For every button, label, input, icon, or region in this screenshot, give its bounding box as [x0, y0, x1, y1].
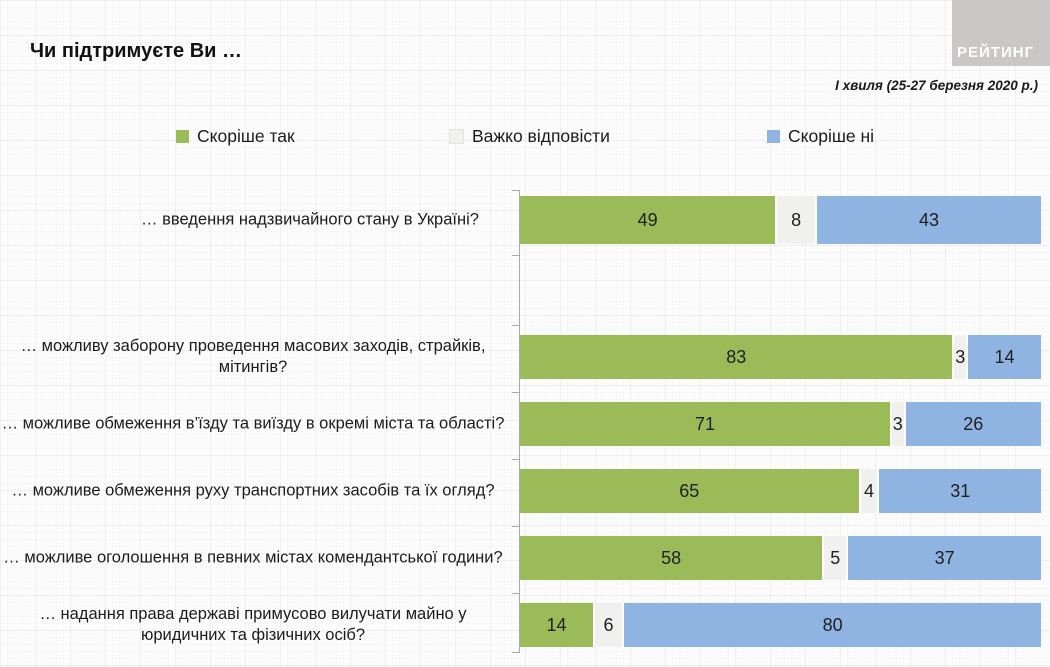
- category-label: … можливе оголошення в певних містах ком…: [3, 548, 503, 567]
- page-title: Чи підтримуєте Ви …: [30, 40, 243, 62]
- chart-row-bar: 71 3 26: [520, 402, 1041, 446]
- category-axis-line: [519, 190, 520, 652]
- chart-row-bar: 83 3 14: [520, 335, 1041, 379]
- legend-item-no: Скоріше ні: [767, 126, 874, 147]
- wave-date-label: І хвиля (25-27 березня 2020 р.): [835, 78, 1038, 93]
- category-label: … можливе обмеження руху транспортних за…: [11, 481, 495, 500]
- bar-segment-hard-to-say: 4: [858, 469, 880, 513]
- rating-group-logo: РЕЙТИНГ: [952, 0, 1050, 66]
- bar-segment-hard-to-say: 3: [952, 335, 969, 379]
- category-label: … надання права державі примусово вилуча…: [39, 604, 467, 644]
- bar-segment-yes: 71: [520, 402, 890, 446]
- legend-swatch-blue: [767, 130, 780, 143]
- bar-segment-no: 31: [879, 469, 1041, 513]
- axis-tick-mark: [512, 325, 520, 326]
- category-label: … можливу заборону проведення масових за…: [20, 336, 486, 376]
- legend-swatch-green: [176, 130, 189, 143]
- category-label: … введення надзвичайного стану в Україні…: [141, 210, 479, 229]
- axis-tick-mark: [512, 190, 520, 191]
- axis-tick-mark: [512, 459, 520, 460]
- rating-group-logo-text: РЕЙТИНГ: [957, 44, 1035, 61]
- bar-segment-hard-to-say: 5: [822, 536, 849, 580]
- bar-segment-hard-to-say: 8: [775, 196, 817, 244]
- legend-label: Скоріше так: [197, 126, 295, 146]
- legend-item-yes: Скоріше так: [176, 126, 295, 147]
- bar-segment-no: 14: [968, 335, 1041, 379]
- bar-segment-yes: 83: [520, 335, 953, 379]
- chart-legend: Скоріше так Важко відповісти Скоріше ні: [0, 126, 1050, 150]
- category-label: … можливе обмеження в’їзду та виїзду в о…: [1, 414, 505, 433]
- legend-swatch-gray: [449, 129, 464, 144]
- bar-segment-yes: 14: [520, 603, 593, 647]
- chart-row-bar: 49 8 43: [520, 196, 1041, 244]
- chart-row-bar: 14 6 80: [520, 603, 1041, 647]
- legend-label: Важко відповісти: [472, 126, 610, 146]
- bar-segment-no: 26: [905, 402, 1041, 446]
- bar-segment-yes: 49: [520, 196, 776, 244]
- bar-segment-hard-to-say: 6: [592, 603, 625, 647]
- axis-tick-mark: [512, 392, 520, 393]
- bar-segment-no: 80: [624, 603, 1041, 647]
- axis-tick-mark: [512, 526, 520, 527]
- axis-tick-mark: [512, 255, 520, 256]
- bar-segment-hard-to-say: 3: [889, 402, 906, 446]
- legend-item-hard-to-say: Важко відповісти: [449, 126, 610, 147]
- legend-label: Скоріше ні: [788, 126, 875, 146]
- bar-segment-yes: 65: [520, 469, 859, 513]
- axis-tick-mark: [512, 593, 520, 594]
- bar-segment-no: 43: [816, 196, 1041, 244]
- bar-segment-no: 37: [848, 536, 1041, 580]
- chart-row-bar: 65 4 31: [520, 469, 1041, 513]
- axis-tick-mark: [512, 652, 520, 653]
- bar-segment-yes: 58: [520, 536, 823, 580]
- chart-row-bar: 58 5 37: [520, 536, 1041, 580]
